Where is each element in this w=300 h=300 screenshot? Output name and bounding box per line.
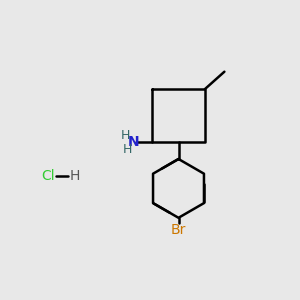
Text: H: H [121,129,130,142]
Text: H: H [123,143,133,156]
Text: Cl: Cl [41,169,55,182]
Text: Br: Br [171,224,186,237]
Text: H: H [70,169,80,182]
Text: N: N [128,135,139,149]
